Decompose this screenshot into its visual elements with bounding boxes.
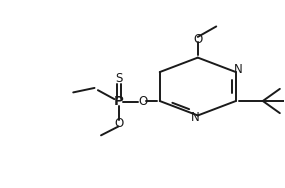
Text: O: O bbox=[114, 117, 123, 130]
Text: O: O bbox=[138, 96, 147, 108]
Text: N: N bbox=[191, 111, 199, 124]
Text: N: N bbox=[234, 63, 243, 76]
Text: O: O bbox=[193, 33, 202, 46]
Text: S: S bbox=[115, 73, 122, 86]
Text: P: P bbox=[114, 96, 123, 108]
